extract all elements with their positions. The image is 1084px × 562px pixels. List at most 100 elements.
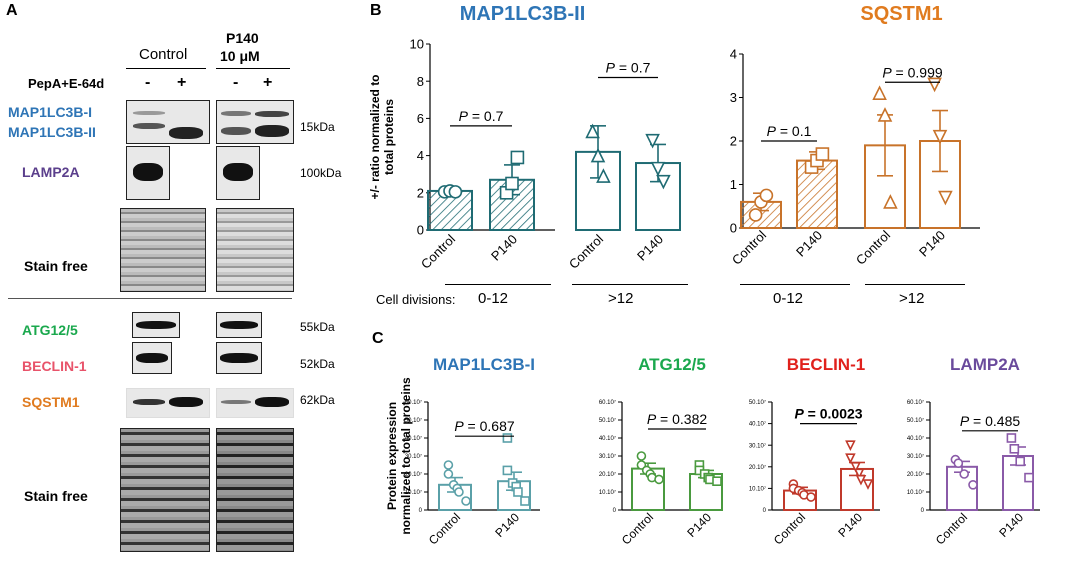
cell-div-group-3: 0-12: [773, 290, 804, 307]
category-label: Control: [566, 231, 606, 271]
sign-4: +: [263, 74, 273, 91]
group-p140-label: P140: [226, 30, 259, 46]
pvalue-p: P: [459, 108, 469, 124]
panel-b-letter: B: [370, 2, 382, 19]
blot-stain-free-2-p140: [216, 428, 294, 552]
pvalue-label: P = 0.485: [960, 413, 1021, 429]
y-tick-label: 0: [613, 508, 617, 514]
y-tick-label: 3: [730, 90, 737, 105]
chart-5: LAMP2A 0 10.10⁷ 20.10⁷ 30.10⁷ 40.10⁷ 50.10⁷ 60.…: [907, 355, 1040, 547]
data-point: [845, 440, 856, 451]
pvalue-label: P = 0.0023: [794, 406, 862, 422]
cell-div-group-2: >12: [608, 290, 634, 307]
blot-beclin-p140: [216, 342, 262, 374]
data-point: [645, 133, 660, 149]
blot-sqstm1-p140: [216, 388, 294, 418]
data-point: [815, 147, 830, 161]
data-point: [656, 174, 671, 190]
pvalue-rest: = 0.485: [969, 413, 1020, 429]
y-tick-label: 50.10⁷: [405, 417, 422, 424]
blot-lamp2a-p140: [216, 146, 260, 200]
y-tick-label: 10: [410, 37, 424, 52]
data-point: [1024, 472, 1034, 483]
y-tick-label: 50.10⁷: [749, 399, 766, 406]
pvalue-rest: = 0.7: [615, 59, 651, 75]
chart-0: MAP1LC3B-II 0 2 4 6 8 10 +/- ratio normalized t…: [368, 3, 681, 272]
data-point: [636, 451, 647, 461]
y-tick-label: 10.10⁷: [749, 486, 766, 493]
y-axis-label-line: normalized to total proteins: [399, 377, 413, 535]
pvalue-rest: = 0.7: [468, 108, 504, 124]
pvalue-rest: = 0.382: [656, 411, 707, 427]
panel-a-divider: [8, 298, 292, 299]
pvalue-p: P: [882, 64, 892, 80]
data-point: [877, 107, 893, 122]
protein-label-lamp2a: LAMP2A: [22, 164, 80, 180]
y-tick-label: 4: [730, 47, 737, 62]
y-tick-label: 20.10⁷: [749, 464, 766, 471]
protein-label-map1lc3b-ii: MAP1LC3B-II: [8, 124, 96, 140]
data-point: [883, 194, 898, 209]
y-tick-label: 10.10⁷: [405, 489, 422, 496]
chart-title: MAP1LC3B-II: [460, 3, 586, 25]
y-tick-label: 10.10⁷: [599, 489, 616, 496]
data-point: [712, 476, 722, 487]
kda-55: 55kDa: [300, 320, 335, 334]
chart-title: LAMP2A: [950, 355, 1020, 374]
y-tick-label: 0: [419, 508, 423, 514]
y-tick-label: 60.10⁷: [907, 399, 924, 406]
chart-3: ATG12/5 0 10.10⁷ 20.10⁷ 30.10⁷ 40.10⁷ 50.10⁷ 60…: [599, 355, 723, 547]
y-tick-label: 0: [763, 508, 767, 514]
pvalue-p: P: [606, 59, 616, 75]
category-label: P140: [492, 510, 522, 540]
y-axis-label-line: +/- ratio normalized to: [368, 74, 382, 199]
sign-3: -: [233, 74, 239, 91]
protein-label-beclin-1: BECLIN-1: [22, 358, 87, 374]
pvalue-rest: = 0.1: [776, 123, 812, 139]
y-tick-label: 0: [730, 221, 737, 236]
y-tick-label: 20.10⁷: [907, 471, 924, 478]
blot-stain-free-2-control: [120, 428, 210, 552]
pvalue-label: P = 0.687: [454, 418, 515, 434]
data-point: [654, 474, 664, 485]
blot-stain-free-1-p140: [216, 208, 294, 292]
data-point: [968, 479, 978, 490]
kda-62: 62kDa: [300, 393, 335, 407]
data-point: [748, 208, 763, 222]
data-point: [853, 468, 865, 480]
category-label: P140: [488, 232, 520, 264]
cell-div-line-3: [740, 284, 850, 285]
pvalue-label: P = 0.7: [606, 59, 651, 75]
data-point: [938, 190, 953, 206]
category-label: P140: [996, 510, 1026, 540]
y-tick-label: 8: [417, 74, 424, 89]
data-point: [862, 479, 874, 490]
chart-title: SQSTM1: [860, 3, 942, 25]
data-point: [650, 161, 666, 177]
data-point: [520, 496, 530, 506]
y-tick-label: 50.10⁷: [907, 417, 924, 424]
data-point: [461, 496, 471, 506]
data-point: [510, 150, 525, 165]
data-point: [590, 147, 606, 163]
y-tick-label: 40.10⁷: [599, 435, 616, 442]
y-tick-label: 40.10⁷: [405, 435, 422, 442]
pvalue-label: P = 0.382: [647, 411, 708, 427]
y-axis-label: +/- ratio normalized tototal proteins: [368, 74, 396, 199]
group-p140-dose: 10 μM: [220, 48, 260, 64]
y-tick-label: 50.10⁷: [599, 417, 616, 424]
category-label: P140: [916, 228, 948, 260]
blot-map1lc3b-control: [126, 100, 210, 144]
y-tick-label: 2: [730, 134, 737, 149]
sign-1: -: [145, 74, 151, 91]
pvalue-label: P = 0.999: [882, 64, 943, 80]
kda-15: 15kDa: [300, 120, 335, 134]
data-point: [502, 465, 513, 476]
blot-sqstm1-control: [126, 388, 210, 418]
pvalue-label: P = 0.7: [459, 108, 504, 124]
chart-title: BECLIN-1: [787, 355, 865, 374]
chart-title: ATG12/5: [638, 355, 706, 374]
protein-label-map1lc3b-i: MAP1LC3B-I: [8, 104, 93, 120]
category-label: Control: [853, 227, 893, 267]
